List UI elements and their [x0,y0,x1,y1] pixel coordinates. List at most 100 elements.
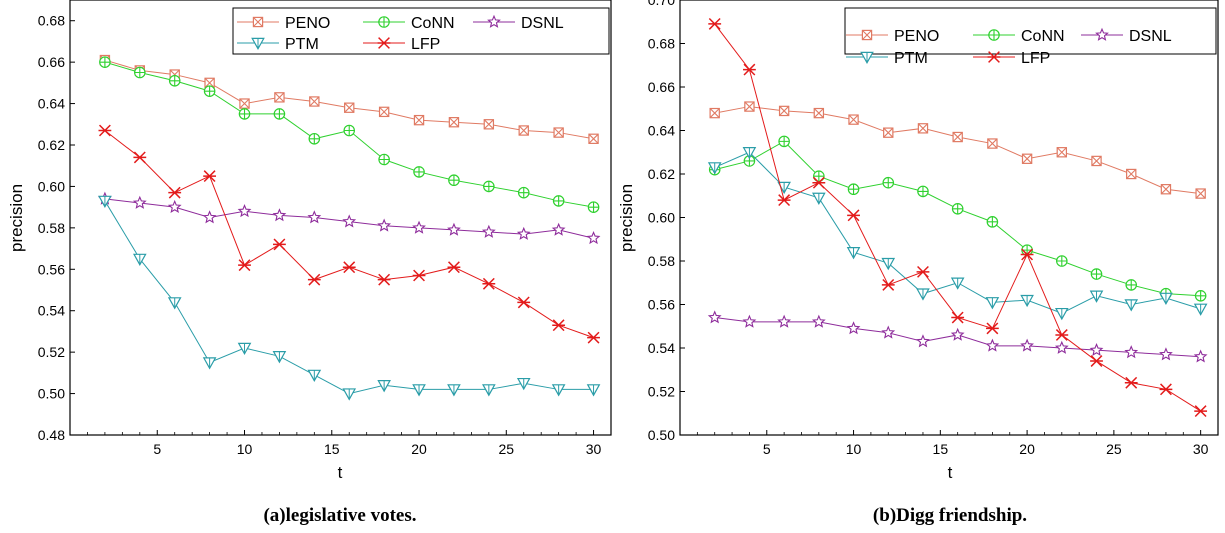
x-tick-label: 20 [1019,441,1035,457]
y-tick-label: 0.50 [38,386,65,402]
data-point [1089,342,1104,357]
data-point [1124,376,1138,389]
axis-ticks: 5 10 15 20 25 30 0.48 0.50 0.52 0.54 0.56 0.58 0.60 0… [38,13,612,457]
data-point [309,96,320,107]
data-point [447,261,461,274]
y-tick-label: 0.52 [38,344,65,360]
data-point [308,132,321,145]
data-point [98,195,112,208]
data-point [1054,307,1069,321]
data-point [518,125,529,136]
data-point [344,102,355,113]
data-point [950,277,965,290]
data-point [882,176,895,189]
data-point [952,131,963,143]
y-tick-label: 0.64 [38,96,65,112]
data-point [168,74,181,87]
data-point [587,331,600,344]
data-point [412,384,426,397]
legend-item-ptm: PTM [846,50,928,67]
legend-marker [487,14,501,28]
y-tick-label: 0.66 [648,79,675,95]
data-point [1056,255,1068,267]
chart-caption: (a)legislative votes. [263,505,416,526]
data-point [203,85,216,97]
series-lfp [708,17,1208,418]
legend-item-conn: CoNN [973,28,1065,45]
data-point [343,124,356,137]
data-point [883,127,894,138]
y-tick-label: 0.66 [38,54,65,70]
data-point [743,63,756,76]
data-point [1091,155,1102,167]
x-tick-label: 30 [1193,441,1209,457]
legend-item-dsnl: DSNL [473,14,564,32]
data-point [811,314,826,328]
data-point [272,208,287,222]
data-point [273,108,286,120]
y-tick-label: 0.68 [38,13,65,29]
data-point [707,310,722,324]
x-tick-label: 25 [1106,441,1122,457]
legend-label: CoNN [1021,28,1065,45]
y-tick-label: 0.56 [648,297,675,313]
y-tick-label: 0.50 [648,427,675,443]
data-point [413,166,425,178]
data-point [846,247,861,260]
legend-marker [1095,27,1109,41]
x-tick-label: 20 [411,441,427,457]
y-axis-label: precision [7,184,26,252]
data-point [274,92,285,103]
data-point [847,209,860,222]
legend-marker [251,37,265,51]
data-point [986,216,999,228]
data-point [202,357,217,370]
data-point [377,380,391,393]
series-line [714,140,1201,297]
data-point [916,288,930,301]
data-point [1193,349,1208,363]
legend-marker [861,29,873,41]
data-point [744,101,755,112]
data-point [167,297,182,310]
series-conn [708,135,1207,302]
data-point [378,153,390,166]
data-point [342,214,357,228]
legend-label: PTM [894,50,928,67]
data-point [985,297,1000,310]
data-point [134,66,146,79]
data-point [551,222,566,236]
legend-marker [860,51,874,65]
data-point [985,338,1000,352]
y-tick-label: 0.54 [648,340,675,356]
chart-caption: (b)Digg friendship. [873,505,1027,526]
x-tick-label: 15 [324,441,340,457]
x-tick-label: 5 [763,441,771,457]
y-axis-label: precision [617,184,636,252]
data-point [1159,347,1173,361]
data-point [377,273,391,286]
data-point [588,133,599,144]
data-point [777,194,791,207]
x-tick-label: 25 [499,441,515,457]
y-tick-label: 0.62 [38,137,65,153]
data-point [203,170,217,183]
data-point [516,226,531,240]
data-point [1159,292,1173,306]
series-dsnl [707,310,1208,363]
data-point [847,183,860,196]
data-point [1126,168,1137,180]
data-point [587,201,600,213]
data-point [881,278,895,291]
y-tick-label: 0.58 [38,220,65,236]
data-point [707,162,722,175]
data-point [846,321,861,335]
legend: PENO CoNN DSNL PTM LFP [844,7,1217,67]
data-point [777,314,792,328]
y-tick-label: 0.70 [648,0,675,8]
data-point [237,342,252,356]
data-point [448,117,460,128]
x-tick-label: 10 [237,441,253,457]
y-tick-label: 0.52 [648,384,675,400]
chart-panel-a: 5 10 15 20 25 30 0.48 0.50 0.52 0.54 0.56 0.58 0.60 0… [7,0,612,526]
